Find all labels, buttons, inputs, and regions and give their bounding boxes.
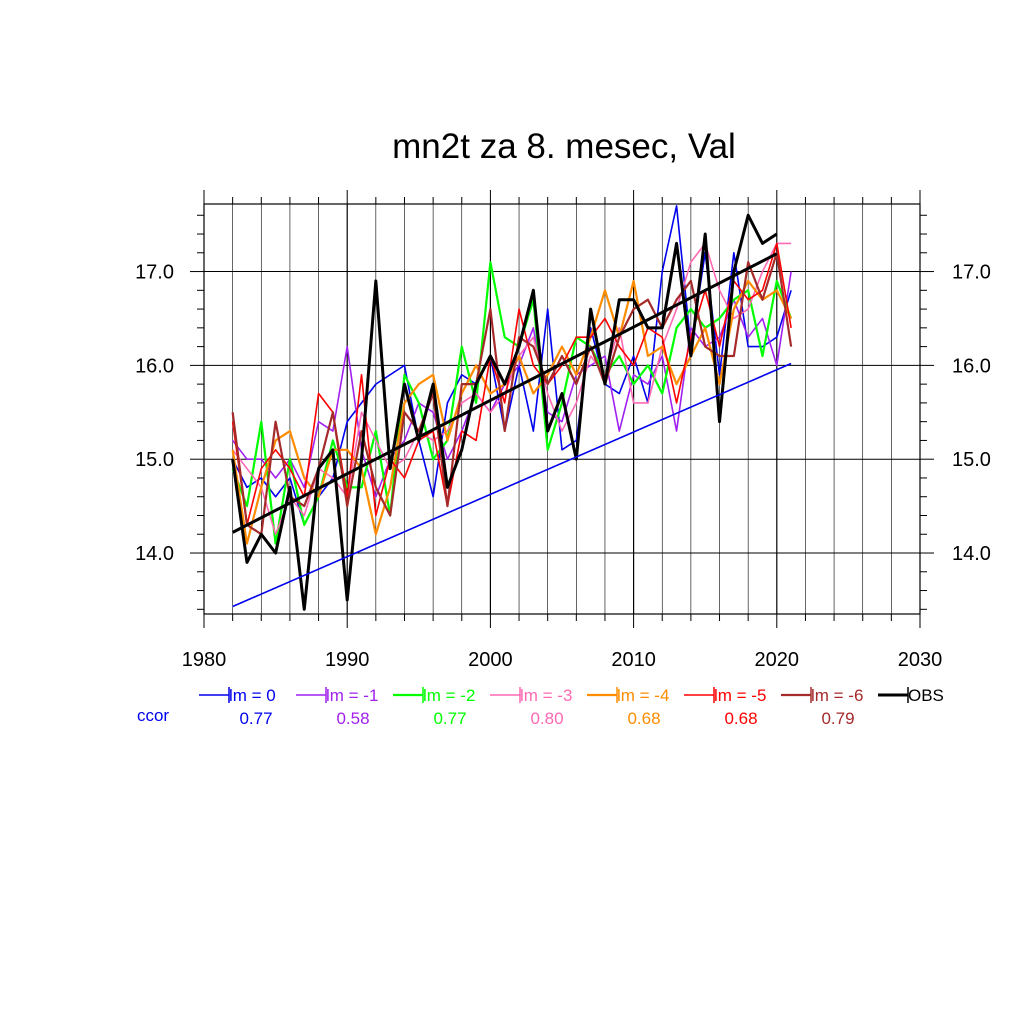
y-tick-label-right: 16.0 [952,355,991,377]
ccor-value: 0.68 [724,709,757,728]
ccor-value: 0.79 [821,709,854,728]
legend-label: lm = -3 [520,686,572,705]
legend-label: OBS [908,686,944,705]
series-line-7 [231,213,778,611]
y-tick-label-right: 14.0 [952,543,991,565]
y-tick-label: 16.0 [135,355,174,377]
trend-line-0 [231,252,778,534]
legend: lm = 0 0.77 lm = -1 0.58 lm = -2 0.77 lm = -3 0… [199,686,944,728]
series-layer [231,205,793,611]
trend-line-1 [232,362,792,608]
x-tick-label: 2010 [611,649,656,671]
x-tick-label: 2030 [898,649,943,671]
legend-label: lm = -4 [617,686,669,705]
grid-layer [204,204,920,614]
y-tick-label: 17.0 [135,262,174,284]
ccor-value: 0.80 [530,709,563,728]
ccor-value: 0.68 [627,709,660,728]
legend-label: lm = -1 [326,686,378,705]
ccor-value: 0.77 [433,709,466,728]
x-tick-label: 2000 [468,649,513,671]
legend-label: lm = -6 [811,686,863,705]
x-tick-label: 1980 [182,649,227,671]
y-tick-label-right: 15.0 [952,449,991,471]
ccor-value: 0.77 [239,709,272,728]
y-tick-label: 15.0 [135,449,174,471]
x-tick-label: 1990 [325,649,370,671]
y-tick-label: 14.0 [135,543,174,565]
ccor-label: ccor [137,706,169,725]
series-line-6 [231,251,793,536]
legend-label: lm = -5 [714,686,766,705]
ccor-value: 0.58 [336,709,369,728]
tick-layer: 1980 1990 2000 2010 2020 2030 14.0 14.0 15.0 15.0… [135,190,991,671]
chart-title: mn2t za 8. mesec, Val [392,127,736,166]
plot-frame [203,203,921,615]
legend-label: lm = 0 [229,686,276,705]
x-tick-label: 2020 [755,649,800,671]
legend-label: lm = -2 [423,686,475,705]
y-tick-label-right: 17.0 [952,262,991,284]
series-line-4 [231,279,793,545]
